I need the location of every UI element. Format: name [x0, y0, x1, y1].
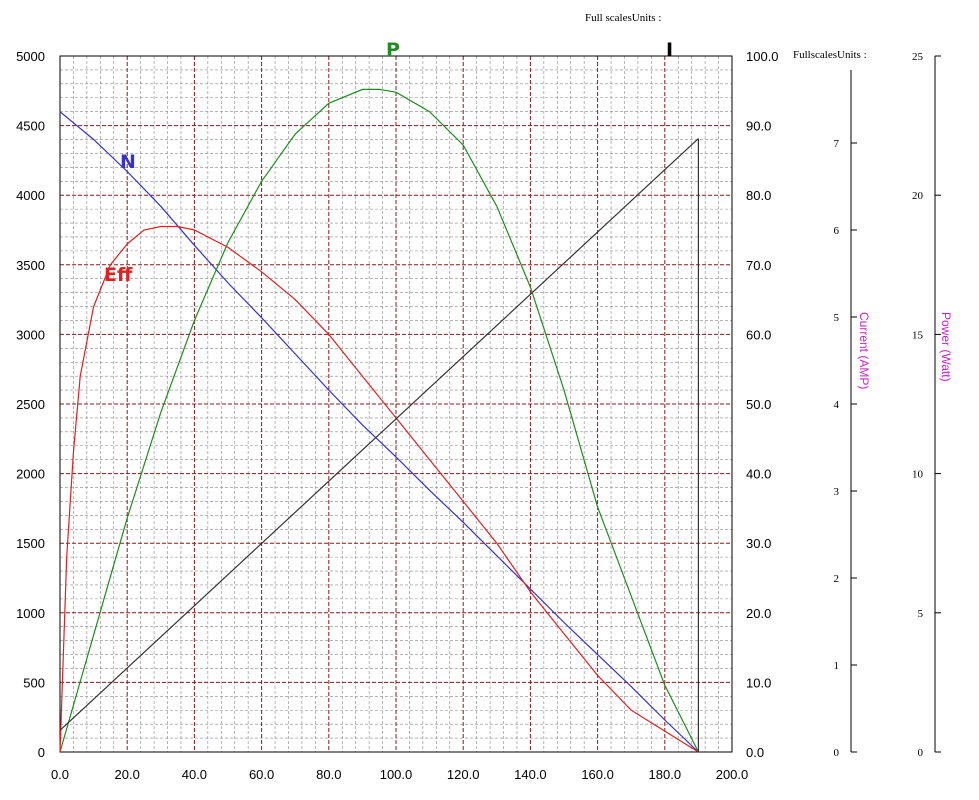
x-tick-label: 80.0: [316, 767, 341, 782]
power-tick-label: 0: [918, 747, 924, 759]
series-n-curve: [59, 111, 699, 753]
power-tick-label: 10: [912, 469, 924, 481]
current-tick-label: 7: [834, 138, 840, 150]
current-tick-label: 1: [834, 660, 840, 672]
left-tick-label: 1500: [16, 536, 45, 551]
left-tick-label: 4500: [16, 119, 45, 134]
current-axis-title: Current (AMP): [857, 312, 871, 389]
series-i-label: I: [666, 39, 673, 61]
left-tick-label: 2000: [16, 467, 45, 482]
power-tick-label: 15: [912, 329, 924, 341]
x-tick-label: 20.0: [115, 767, 140, 782]
x-tick-label: 120.0: [447, 767, 480, 782]
left-tick-label: 2500: [16, 397, 45, 412]
full-scales-units-label-top: Full scalesUnits :: [585, 12, 661, 24]
left-tick-label: 5000: [16, 49, 45, 64]
right-tick-label: 80.0: [746, 188, 771, 203]
power-axis-title: Power (Watt): [939, 312, 953, 382]
right-tick-label: 20.0: [746, 606, 771, 621]
left-tick-label: 3000: [16, 327, 45, 342]
x-tick-label: 140.0: [514, 767, 547, 782]
x-tick-label: 160.0: [581, 767, 614, 782]
full-scales-units-label-side: FullscalesUnits :: [793, 49, 867, 61]
axes: [59, 55, 941, 753]
series-p-label: P: [386, 39, 400, 61]
series-i-curve: [59, 138, 699, 731]
series-n-label: N: [120, 151, 136, 173]
x-tick-label: 40.0: [182, 767, 207, 782]
power-tick-label: 20: [912, 190, 924, 202]
current-tick-label: 0: [834, 747, 840, 759]
left-tick-label: 0: [38, 745, 45, 760]
x-tick-label: 180.0: [649, 767, 682, 782]
right-tick-label: 30.0: [746, 536, 771, 551]
left-tick-label: 4000: [16, 188, 45, 203]
curve-labels: N P Eff I: [104, 39, 673, 286]
x-tick-label: 60.0: [249, 767, 274, 782]
current-tick-label: 2: [834, 573, 840, 585]
x-tick-label: 0.0: [51, 767, 69, 782]
tick-labels: 0.0 20.0 40.0 60.0 80.0 100.0 120.0 140.0 160.0 1…: [16, 49, 923, 782]
right-tick-label: 0.0: [746, 745, 764, 760]
right-tick-label: 90.0: [746, 119, 771, 134]
series-eff-label: Eff: [104, 264, 133, 286]
power-tick-label: 25: [912, 51, 924, 63]
left-tick-label: 500: [23, 675, 45, 690]
left-tick-label: 3500: [16, 258, 45, 273]
power-tick-label: 5: [918, 608, 924, 620]
x-tick-label: 200.0: [716, 767, 749, 782]
current-tick-label: 6: [834, 225, 840, 237]
plot-frame: [59, 55, 733, 753]
right-tick-label: 40.0: [746, 467, 771, 482]
right-tick-label: 70.0: [746, 258, 771, 273]
current-tick-label: 5: [834, 312, 840, 324]
left-tick-label: 1000: [16, 606, 45, 621]
right-tick-label: 50.0: [746, 397, 771, 412]
right-tick-label: 10.0: [746, 675, 771, 690]
current-tick-label: 3: [834, 486, 840, 498]
current-tick-label: 4: [834, 399, 840, 411]
right-tick-label: 60.0: [746, 327, 771, 342]
curves: [59, 88, 700, 753]
grid: [60, 56, 732, 752]
series-eff-curve: [59, 225, 699, 753]
series-p-curve: [59, 88, 699, 753]
right-tick-label: 100.0: [746, 49, 779, 64]
x-tick-label: 100.0: [380, 767, 413, 782]
